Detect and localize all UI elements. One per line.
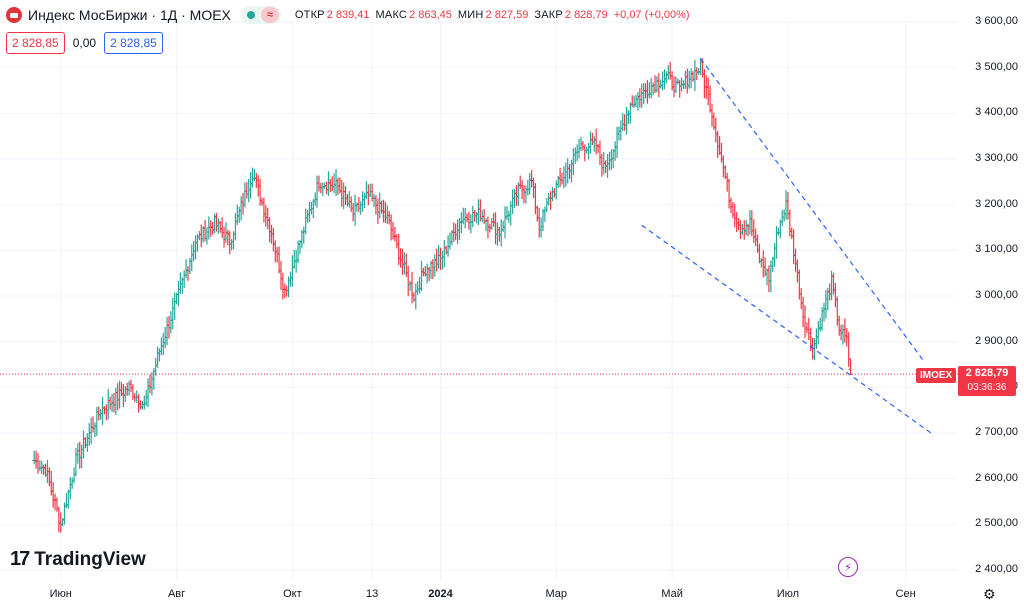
close-label: ЗАКР bbox=[534, 9, 563, 21]
market-open-icon bbox=[246, 11, 255, 19]
x-tick-label: Май bbox=[661, 588, 683, 600]
trend-lines[interactable] bbox=[641, 58, 935, 436]
trade-panel: 2 828,85 0,00 2 828,85 bbox=[6, 32, 163, 54]
moex-logo-icon bbox=[6, 7, 22, 23]
buy-button[interactable]: 2 828,85 bbox=[104, 32, 163, 54]
tradingview-mark-icon: 17 bbox=[10, 548, 30, 570]
gear-icon[interactable]: ⚙ bbox=[983, 586, 996, 602]
low-value: 2 827,59 bbox=[485, 9, 529, 21]
open-label: ОТКР bbox=[294, 9, 325, 21]
x-tick-label: 13 bbox=[366, 588, 379, 600]
close-value: 2 828,79 bbox=[564, 9, 608, 21]
x-tick-label: Авг bbox=[167, 588, 186, 600]
y-tick-label: 3 600,00 bbox=[975, 15, 1018, 27]
symbol-title[interactable]: Индекс МосБиржи · 1Д · MOEX bbox=[28, 7, 231, 23]
y-tick-label: 2 900,00 bbox=[975, 334, 1018, 347]
trend-line bbox=[641, 224, 935, 436]
y-tick-label: 2 600,00 bbox=[975, 471, 1018, 484]
y-tick-label: 3 100,00 bbox=[975, 243, 1018, 256]
tradingview-logo[interactable]: 17 TradingView bbox=[10, 548, 146, 571]
bar-countdown: 03:36:36 bbox=[967, 382, 1007, 393]
sell-button[interactable]: 2 828,85 bbox=[6, 32, 65, 54]
symbol-price-tag: IMOEX bbox=[916, 368, 957, 383]
y-tick-label: 3 300,00 bbox=[975, 152, 1018, 164]
high-value: 2 863,45 bbox=[409, 9, 452, 21]
spread-value: 0,00 bbox=[72, 36, 97, 50]
x-tick-label: Окт bbox=[283, 588, 302, 600]
y-tick-label: 3 200,00 bbox=[975, 197, 1018, 210]
y-tick-label: 2 400,00 bbox=[975, 563, 1018, 575]
ohlc-bars bbox=[0, 58, 959, 533]
x-tick-label: Июл bbox=[776, 588, 800, 600]
x-tick-label: 2024 bbox=[428, 588, 453, 600]
lightning-icon[interactable]: ⚡ bbox=[838, 557, 858, 577]
low-label: МИН bbox=[457, 9, 484, 21]
y-tick-label: 3 500,00 bbox=[975, 60, 1018, 73]
tradingview-logo-text: TradingView bbox=[34, 548, 146, 570]
x-tick-label: Сен bbox=[895, 588, 916, 600]
x-tick-label: Июн bbox=[49, 588, 72, 600]
last-price-tag: 2 828,79 03:36:36 bbox=[958, 366, 1016, 396]
open-value: 2 839,41 bbox=[326, 9, 370, 21]
y-tick-label: 2 700,00 bbox=[975, 426, 1018, 438]
wave-icon: ≈ bbox=[260, 7, 279, 23]
y-tick-label: 3 000,00 bbox=[975, 289, 1018, 301]
chart-header: Индекс МосБиржи · 1Д · MOEX ≈ ОТКР 2 839… bbox=[6, 4, 696, 26]
y-tick-label: 2 500,00 bbox=[975, 517, 1018, 530]
change-value: +0,07 (+0,00%) bbox=[613, 9, 690, 21]
x-tick-label: Мар bbox=[545, 588, 568, 600]
high-label: МАКС bbox=[375, 9, 408, 21]
y-tick-label: 3 400,00 bbox=[975, 106, 1018, 119]
market-status[interactable]: ≈ bbox=[240, 6, 281, 24]
last-price: 2 828,79 bbox=[965, 367, 1009, 379]
chart-grid bbox=[0, 21, 955, 580]
